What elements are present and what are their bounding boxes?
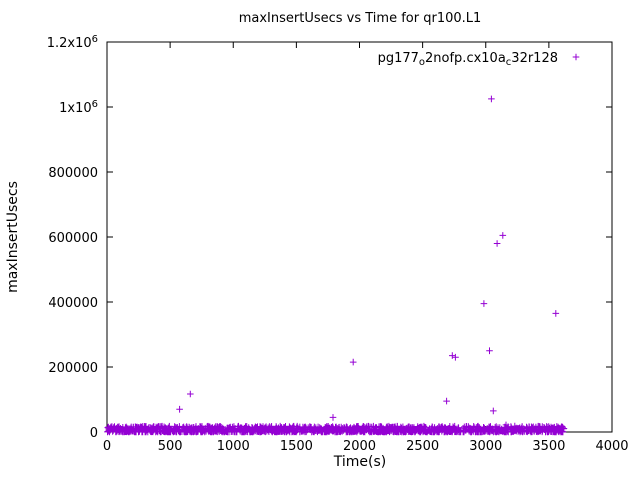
outlier-points <box>176 95 563 432</box>
plot-area: 0 500 1000 1500 2000 2500 3000 3500 4000 0 200000 4… <box>47 34 629 454</box>
y-tick-label: 1x106 <box>59 99 98 116</box>
dense-band-points <box>104 422 568 436</box>
x-tick-label: 2500 <box>406 439 439 454</box>
x-tick-label: 4000 <box>595 439 628 454</box>
legend-label: pg177o2nofp.cx10ac32r128 <box>378 51 558 68</box>
y-tick-label: 0 <box>90 426 98 441</box>
x-tick-label: 0 <box>103 439 111 454</box>
legend-marker <box>572 53 580 61</box>
y-tick-label: 1.2x106 <box>47 34 98 51</box>
x-tick-label: 3500 <box>532 439 565 454</box>
chart-title: maxInsertUsecs vs Time for qr100.L1 <box>239 11 482 26</box>
x-tick-label: 1500 <box>280 439 313 454</box>
axes-border <box>106 41 613 433</box>
x-tick-label: 1000 <box>217 439 250 454</box>
y-axis-label: maxInsertUsecs <box>5 181 21 293</box>
y-tick-label: 800000 <box>48 166 98 181</box>
y-tick-label: 400000 <box>48 296 98 311</box>
x-tick-label: 3000 <box>469 439 502 454</box>
x-tick-label: 2000 <box>343 439 376 454</box>
y-tick-label: 600000 <box>48 231 98 246</box>
y-tick-label: 200000 <box>48 361 98 376</box>
x-axis-label: Time(s) <box>333 454 386 470</box>
x-tick-label: 500 <box>158 439 183 454</box>
